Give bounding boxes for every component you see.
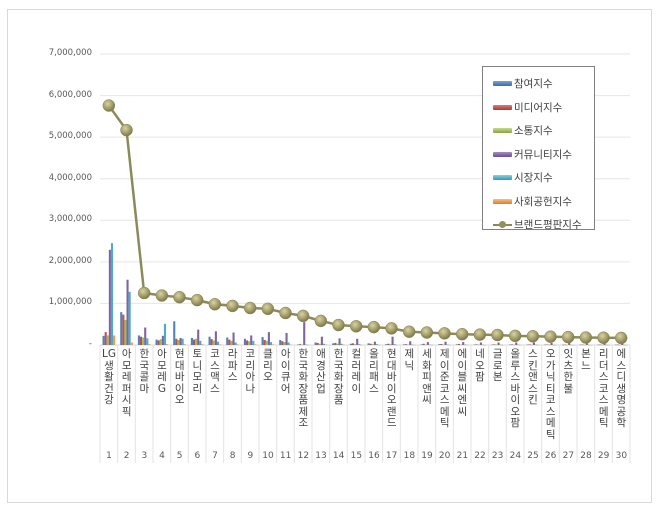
x-rank-number: 3 [141, 451, 148, 461]
x-rank-number: 9 [247, 451, 254, 461]
legend-item-market: 시장지수 [493, 166, 594, 190]
y-tick-label: 2,000,000 [48, 255, 92, 266]
legend-swatch-icon [493, 104, 512, 110]
x-category-label: 본느 [581, 348, 591, 372]
legend-label: 사회공헌지수 [514, 195, 572, 208]
x-rank-number: 19 [421, 451, 433, 461]
x-rank-number: 14 [332, 451, 345, 461]
x-category-label: 네오팜 [475, 348, 485, 383]
x-category-label: 한국화장품 [333, 348, 344, 406]
x-category-label: 아모레G [157, 348, 167, 395]
x-category-label: 토니모리 [192, 348, 203, 395]
x-category-label: LG생활건강 [102, 348, 116, 406]
x-rank-number: 26 [544, 451, 557, 461]
legend-label: 참여지수 [514, 78, 553, 91]
x-rank-number: 24 [509, 451, 522, 461]
x-rank-number: 4 [159, 451, 165, 461]
x-category-label: 아모레퍼시픽 [121, 348, 132, 418]
x-category-label: 올루스바이오팜 [510, 348, 521, 429]
x-category-label: 한국화장품제조 [298, 348, 309, 429]
x-category-label: 리더스코스메틱 [598, 348, 609, 429]
x-rank-number: 11 [279, 451, 292, 461]
x-rank-number: 12 [297, 451, 310, 461]
x-category-label: 에이블씨엔씨 [457, 348, 468, 418]
x-category-label: 에스디생명공학 [616, 348, 627, 429]
y-tick-label: 7,000,000 [48, 48, 92, 58]
x-rank-number: 23 [491, 451, 504, 461]
x-rank-number: 17 [385, 451, 398, 461]
x-rank-number: 7 [212, 451, 218, 461]
x-category-label: 컬러레이 [351, 348, 362, 395]
line-series-brand-reputation [102, 99, 628, 345]
y-tick-label: - [88, 339, 92, 349]
x-category-label: 코스맥스 [210, 348, 220, 395]
legend-item-communication: 소통지수 [493, 119, 594, 143]
x-category-label: 코리아나 [245, 348, 256, 395]
legend-item-media: 미디어지수 [493, 96, 594, 120]
x-category-label: 오가닉티코스메틱 [545, 348, 556, 441]
x-axis [99, 344, 631, 463]
x-rank-number: 8 [229, 451, 236, 461]
x-category-label: 글로본 [492, 348, 503, 383]
legend-label: 소통지수 [514, 125, 553, 138]
x-category-label: 스킨앤스킨 [528, 348, 538, 406]
x-rank-number: 28 [580, 451, 592, 461]
x-rank-number: 25 [527, 451, 539, 461]
y-tick-label: 6,000,000 [48, 89, 92, 100]
x-category-label: 한국콜마 [139, 348, 150, 395]
x-category-label: 세화피앤씨 [422, 348, 432, 406]
legend-label: 커뮤니티지수 [514, 148, 572, 161]
y-tick-label: 1,000,000 [48, 297, 92, 308]
x-category-label: 잇츠한불 [563, 348, 574, 395]
x-category-label: 라파스 [227, 348, 238, 383]
legend-label: 미디어지수 [514, 101, 563, 114]
x-rank-number: 27 [562, 451, 575, 461]
x-category-label: 제이준코스메틱 [439, 348, 450, 429]
x-rank-number: 2 [123, 451, 130, 461]
legend-label: 시장지수 [514, 172, 553, 185]
x-category-label: 올리패스 [369, 348, 379, 395]
legend-label: 브랜드평판지수 [514, 219, 582, 232]
x-category-label: 현대바이오랜드 [386, 348, 397, 429]
x-rank-number: 29 [597, 451, 610, 461]
legend-item-social-contribution: 사회공헌지수 [493, 190, 594, 214]
x-rank-number: 16 [368, 451, 380, 461]
x-category-label: 현대바이오 [174, 348, 185, 406]
y-tick-label: 5,000,000 [48, 131, 92, 142]
legend-item-community: 커뮤니티지수 [493, 143, 594, 167]
y-tick-label: 4,000,000 [48, 172, 92, 183]
chart-legend: 참여지수 미디어지수 소통지수 커뮤니티지수 시장지수 사회공헌지수 브랜드평판… [482, 66, 595, 231]
x-rank-number: 13 [315, 451, 327, 461]
x-rank-number: 5 [176, 451, 183, 461]
legend-line-marker-icon [493, 220, 512, 229]
x-rank-number: 30 [615, 451, 628, 461]
legend-swatch-icon [493, 151, 512, 157]
bar-series [102, 243, 628, 346]
x-rank-number: 10 [262, 451, 274, 461]
x-category-label: 제닉 [404, 348, 415, 372]
x-rank-number: 18 [403, 451, 416, 461]
legend-swatch-icon [493, 198, 512, 204]
x-rank-number: 6 [194, 451, 201, 461]
legend-swatch-icon [493, 128, 512, 134]
x-rank-number: 15 [350, 451, 363, 461]
x-rank-number: 22 [474, 451, 486, 461]
x-category-label: 애경산업 [316, 348, 326, 395]
legend-swatch-icon [493, 175, 512, 181]
x-category-label: 아이큐어 [280, 348, 291, 395]
legend-swatch-icon [493, 81, 512, 87]
x-rank-number: 20 [438, 451, 451, 461]
legend-item-brand-reputation: 브랜드평판지수 [493, 213, 594, 237]
y-tick-label: 3,000,000 [48, 214, 92, 225]
legend-item-participation: 참여지수 [493, 72, 594, 96]
x-category-label: 클리오 [263, 348, 273, 383]
x-rank-number: 1 [106, 451, 112, 461]
x-rank-number: 21 [456, 451, 469, 461]
